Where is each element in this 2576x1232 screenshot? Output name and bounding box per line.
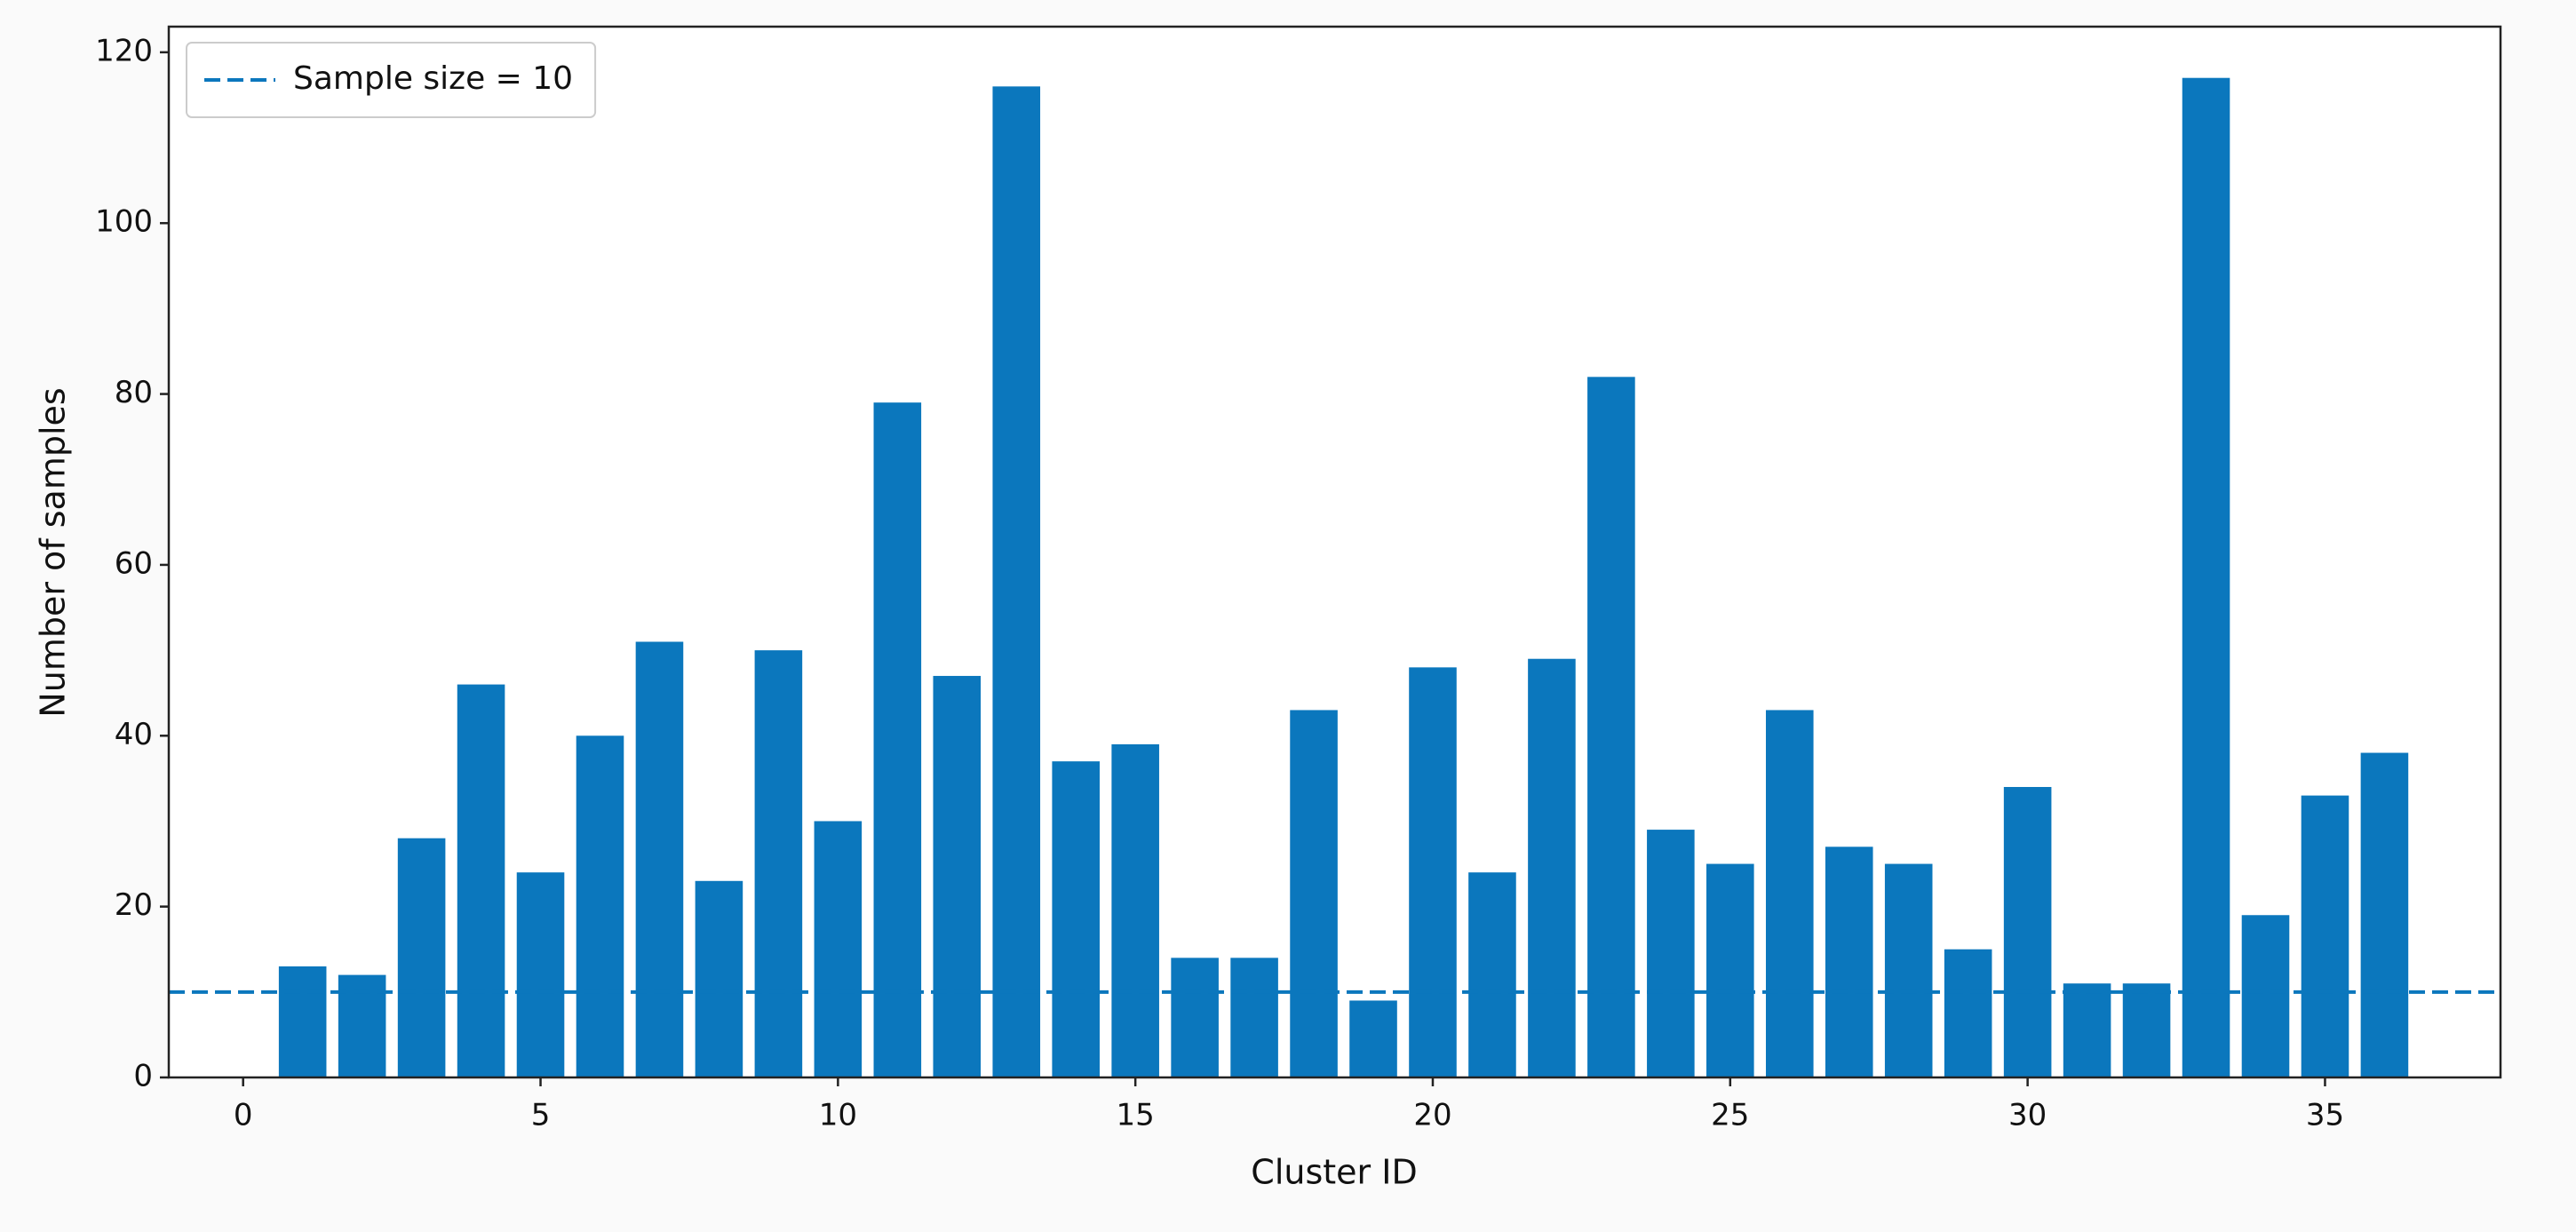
bar — [873, 402, 922, 1077]
bar — [2301, 795, 2349, 1077]
bar — [2122, 983, 2171, 1077]
legend-label: Sample size = 10 — [293, 60, 573, 97]
bar — [1706, 863, 1754, 1077]
bar — [2063, 983, 2111, 1077]
x-axis-label: Cluster ID — [1251, 1153, 1417, 1192]
bar — [516, 872, 565, 1077]
x-tick-label: 20 — [1413, 1098, 1451, 1133]
bar — [397, 838, 446, 1077]
legend: Sample size = 10 — [186, 42, 597, 118]
x-tick-label: 5 — [531, 1098, 551, 1133]
bar — [992, 86, 1041, 1078]
bar — [1765, 710, 1814, 1077]
y-tick-label: 40 — [115, 717, 153, 752]
bar — [1528, 658, 1576, 1077]
bar — [576, 735, 624, 1077]
y-axis-label: Number of samples — [34, 387, 73, 717]
y-tick-label: 0 — [133, 1059, 153, 1094]
legend-box — [186, 42, 597, 118]
x-tick-label: 25 — [1711, 1098, 1749, 1133]
bar — [635, 641, 684, 1077]
x-tick-label: 10 — [819, 1098, 857, 1133]
y-tick-label: 20 — [115, 887, 153, 923]
bar — [2241, 915, 2290, 1077]
y-tick-label: 120 — [95, 33, 153, 68]
bar — [754, 650, 803, 1077]
y-tick-label: 100 — [95, 204, 153, 240]
bar — [1884, 863, 1933, 1077]
bar — [1230, 958, 1278, 1077]
x-tick-label: 0 — [234, 1098, 253, 1133]
bar — [1290, 710, 1338, 1077]
bar — [814, 821, 863, 1077]
bar — [1944, 949, 1992, 1077]
bar — [2003, 786, 2052, 1077]
bar — [1171, 958, 1219, 1077]
bar — [933, 675, 982, 1077]
bar — [2182, 77, 2230, 1078]
x-tick-label: 15 — [1117, 1098, 1155, 1133]
x-tick-label: 30 — [2008, 1098, 2047, 1133]
y-tick-label: 80 — [115, 375, 153, 410]
bar — [1587, 377, 1635, 1077]
bar — [278, 966, 327, 1077]
bar — [457, 684, 505, 1077]
x-tick-label: 35 — [2306, 1098, 2344, 1133]
bar — [1647, 830, 1695, 1077]
y-tick-label: 60 — [115, 545, 153, 581]
bar — [1409, 667, 1457, 1077]
bar — [1468, 872, 1516, 1077]
axes-frame — [167, 25, 2502, 1079]
bar — [1349, 1000, 1397, 1077]
bar — [1825, 847, 1873, 1077]
bar — [1052, 761, 1100, 1077]
bar — [1111, 743, 1159, 1077]
bar — [2360, 752, 2409, 1077]
bar — [695, 880, 743, 1077]
